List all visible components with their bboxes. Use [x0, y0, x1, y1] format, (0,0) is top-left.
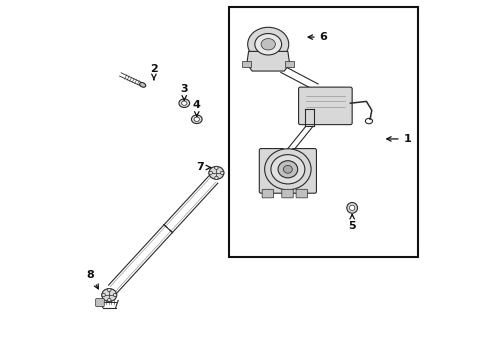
- FancyBboxPatch shape: [298, 87, 352, 125]
- Text: 5: 5: [348, 215, 356, 231]
- Ellipse shape: [113, 293, 117, 297]
- Ellipse shape: [278, 161, 298, 178]
- Ellipse shape: [265, 149, 311, 190]
- Ellipse shape: [102, 293, 105, 297]
- Ellipse shape: [220, 171, 224, 175]
- Ellipse shape: [194, 117, 199, 121]
- FancyBboxPatch shape: [96, 298, 104, 306]
- Ellipse shape: [107, 288, 111, 292]
- Ellipse shape: [271, 155, 305, 184]
- Ellipse shape: [140, 82, 146, 87]
- Ellipse shape: [107, 298, 111, 302]
- Text: 7: 7: [196, 162, 211, 172]
- Ellipse shape: [255, 33, 282, 55]
- Ellipse shape: [247, 27, 289, 61]
- Ellipse shape: [347, 203, 358, 213]
- Text: 6: 6: [308, 32, 327, 42]
- Bar: [285, 61, 294, 67]
- FancyBboxPatch shape: [282, 189, 293, 198]
- Ellipse shape: [283, 165, 293, 173]
- Text: 3: 3: [180, 84, 188, 100]
- Text: 8: 8: [87, 270, 98, 289]
- Text: 4: 4: [193, 100, 201, 116]
- Bar: [229, 7, 418, 257]
- Ellipse shape: [209, 166, 224, 179]
- Ellipse shape: [179, 99, 190, 108]
- Ellipse shape: [215, 166, 218, 170]
- Ellipse shape: [182, 101, 187, 105]
- Ellipse shape: [261, 39, 275, 50]
- Ellipse shape: [349, 205, 355, 211]
- Ellipse shape: [209, 171, 213, 175]
- Bar: [243, 61, 251, 67]
- Text: 1: 1: [387, 134, 412, 144]
- FancyBboxPatch shape: [296, 189, 308, 198]
- Text: 2: 2: [150, 64, 158, 80]
- Ellipse shape: [192, 115, 202, 123]
- FancyBboxPatch shape: [259, 149, 284, 193]
- FancyBboxPatch shape: [292, 149, 317, 193]
- Ellipse shape: [102, 289, 117, 301]
- Polygon shape: [247, 51, 290, 71]
- Ellipse shape: [215, 176, 218, 180]
- FancyBboxPatch shape: [262, 189, 273, 198]
